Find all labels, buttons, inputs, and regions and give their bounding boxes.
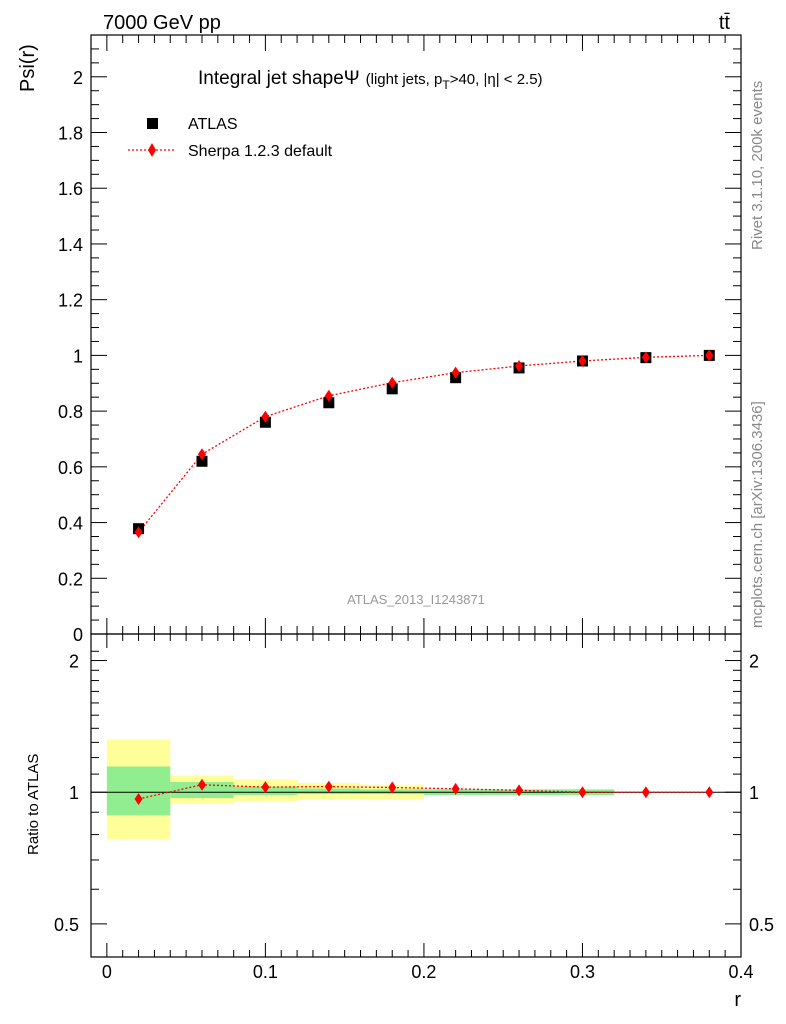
ratio-sherpa-point — [388, 781, 397, 794]
sherpa-point — [451, 366, 460, 379]
main-y-tick-label: 1.8 — [58, 124, 83, 144]
legend: ATLAS Sherpa 1.2.3 default — [128, 116, 333, 160]
ratio-y-tick-label-right: 1 — [749, 783, 759, 803]
sherpa-point — [515, 359, 524, 372]
ratio-y-tick-label: 0.5 — [54, 915, 79, 935]
atlas-point — [196, 455, 208, 467]
energy-label: 7000 GeV pp — [103, 12, 221, 34]
main-y-tick-label: 0.2 — [58, 569, 83, 589]
x-tick-label: 0.3 — [570, 962, 595, 982]
main-y-tick-label: 0.6 — [58, 458, 83, 478]
atlas-point — [323, 397, 335, 409]
legend-sherpa-marker — [148, 143, 156, 157]
ratio-sherpa-point — [451, 782, 460, 795]
ratio-sherpa-point — [705, 786, 714, 799]
sherpa-point — [705, 349, 714, 362]
main-y-tick-label: 2 — [73, 68, 83, 88]
main-y-tick-label: 1 — [73, 346, 83, 366]
ratio-frame — [90, 633, 742, 958]
sherpa-point — [388, 376, 397, 389]
mcplots-label: mcplots.cern.ch [arXiv:1306.3436] — [749, 401, 766, 628]
sherpa-line — [138, 354, 710, 533]
sherpa-point — [261, 410, 270, 423]
sherpa-point — [578, 354, 587, 367]
legend-sherpa-label: Sherpa 1.2.3 default — [188, 143, 333, 160]
main-title: Integral jet shapeΨ (light jets, pT>40, |… — [198, 68, 543, 92]
ratio-y-axis-label: Ratio to ATLAS — [25, 754, 42, 855]
sherpa-point — [641, 351, 650, 364]
atlas-point — [386, 383, 398, 395]
x-tick-label: 0.2 — [411, 962, 436, 982]
ratio-sherpa-point — [515, 784, 524, 797]
ratio-y-tick-label-right: 0.5 — [749, 915, 774, 935]
ratio-y-tick-label: 2 — [69, 652, 79, 672]
main-y-axis-label: Psi(r) — [17, 44, 39, 92]
ratio-band-inner — [106, 766, 171, 816]
main-y-tick-label: 0 — [73, 625, 83, 645]
ratio-sherpa-line — [138, 784, 710, 800]
title-psi: Ψ — [344, 68, 360, 89]
rivet-label: Rivet 3.1.10, 200k events — [749, 81, 766, 250]
sherpa-point — [324, 389, 333, 402]
x-tick-label: 0.4 — [728, 962, 753, 982]
main-y-tick-label: 1.4 — [58, 235, 83, 255]
legend-atlas-label: ATLAS — [188, 116, 238, 133]
x-axis-label: r — [734, 989, 741, 1011]
ratio-sherpa-point — [134, 792, 143, 805]
process-label: tt̄ — [719, 12, 731, 34]
sherpa-point — [134, 526, 143, 539]
ratio-sherpa-point — [641, 786, 650, 799]
ratio-sherpa-point — [578, 786, 587, 799]
ratio-sherpa-point — [197, 778, 206, 791]
main-y-tick-label: 1.2 — [58, 291, 83, 311]
ratio-y-tick-label: 1 — [69, 783, 79, 803]
ratio-sherpa-point — [261, 781, 270, 794]
x-tick-label: 0 — [102, 962, 112, 982]
ratio-y-tick-label-right: 2 — [749, 652, 759, 672]
x-tick-label: 0.1 — [253, 962, 278, 982]
ratio-sherpa-point — [324, 780, 333, 793]
main-panel: 0 0.2 0.4 0.6 0.8 1 1.2 1.4 1.6 1.8 2 Integral jet… — [17, 34, 742, 645]
title-cuts-a: (light jets, p — [366, 71, 443, 88]
sherpa-point — [197, 448, 206, 461]
legend-atlas-marker — [147, 118, 158, 129]
title-cuts-b: >40, |η| < 2.5) — [450, 71, 543, 88]
main-y-tick-label: 0.4 — [58, 514, 83, 534]
main-y-tick-label: 1.6 — [58, 179, 83, 199]
title-cuts-sub: T — [442, 78, 450, 92]
title-text: Integral jet shape — [198, 68, 344, 89]
main-y-tick-label: 0.8 — [58, 402, 83, 422]
analysis-watermark: ATLAS_2013_I1243871 — [347, 592, 485, 607]
ratio-panel: 0 0.1 0.2 0.3 0.4 0.5 0.5 1 1 2 2 Ratio to ATLAS r — [25, 633, 774, 1011]
